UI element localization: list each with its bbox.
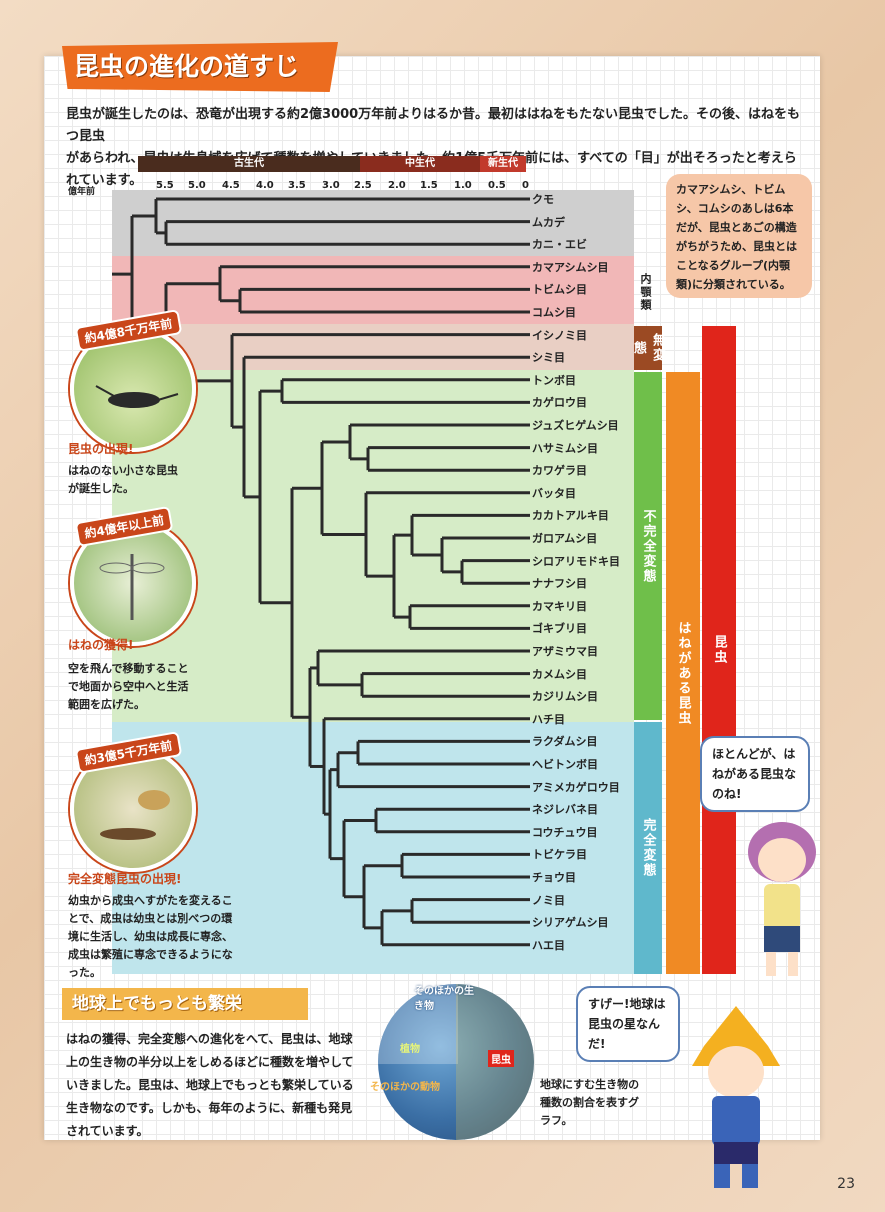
- group-konchu: 昆虫: [702, 326, 736, 974]
- taxon-label: カカトアルキ目: [532, 509, 609, 523]
- callout-image-emergence: [70, 326, 196, 452]
- scale-tick: 1.0: [454, 180, 472, 191]
- taxon-label: ジュズヒゲムシ目: [532, 419, 619, 432]
- scale-tick: 4.0: [256, 180, 274, 191]
- taxon-label: ハエ目: [532, 938, 565, 952]
- dragonfly-illustration: [99, 554, 165, 620]
- bottom-text: はねの獲得、完全変態への進化をへて、昆虫は、地球上の生き物の半分以上をしめるほど…: [66, 1032, 354, 1138]
- phylogenetic-tree: [112, 197, 530, 947]
- globe-label-other: そのほかの生き物: [414, 986, 474, 1012]
- taxon-label: ハサミムシ目: [532, 441, 598, 455]
- taxon-label: コムシ目: [532, 306, 576, 319]
- girl-speech-bubble: ほとんどが、はねがある昆虫なのね!: [700, 736, 810, 812]
- intro-line: 昆虫が誕生したのは、恐竜が出現する約2億3000万年前よりはるか昔。最初ははねを…: [66, 107, 800, 144]
- bottom-title: 地球上でもっとも繁栄: [62, 988, 308, 1020]
- taxon-label: シリアゲムシ目: [532, 916, 609, 930]
- era-mesozoic: 中生代: [360, 156, 480, 172]
- taxon-label: シロアリモドキ目: [532, 554, 620, 568]
- scale-tick: 3.0: [322, 180, 340, 191]
- taxon-label: ゴキブリ目: [532, 622, 587, 636]
- band-ametabola: [112, 324, 634, 370]
- taxon-label: トンボ目: [532, 373, 576, 387]
- page-number: 23: [837, 1176, 855, 1192]
- taxon-label: クモ: [532, 193, 554, 206]
- page-title: 昆虫の進化の道すじ: [62, 42, 338, 92]
- scale-tick: 3.5: [288, 180, 306, 191]
- callout-text-2: 空を飛んで移動することで地面から空中へと生活範囲を広げた。: [68, 662, 189, 711]
- scale-tick: 0: [522, 180, 529, 191]
- taxon-label: カニ・エビ: [532, 238, 587, 252]
- era-paleozoic: 古生代: [138, 156, 360, 172]
- band-hemimetabola: [112, 370, 634, 722]
- taxon-label: シミ目: [532, 351, 565, 365]
- group-hane: はねがある昆虫: [666, 372, 700, 974]
- taxon-label: ガロアムシ目: [532, 532, 598, 545]
- taxon-label: コウチュウ目: [532, 825, 598, 839]
- taxon-label: チョウ目: [532, 871, 576, 884]
- girl-character: [748, 822, 816, 976]
- group-naigakurui: 内顎類: [639, 272, 652, 312]
- scale-tick: 4.5: [222, 180, 240, 191]
- scale-tick: 2.5: [354, 180, 372, 191]
- species-globe: [378, 984, 534, 1140]
- group-kanzen: 完全変態: [634, 722, 662, 974]
- scale-tick: 5.0: [188, 180, 206, 191]
- taxon-label: アザミウマ目: [532, 645, 598, 658]
- globe-segment-other: [378, 984, 458, 1064]
- scale-tick: 1.5: [420, 180, 438, 191]
- taxon-label: ネジレバネ目: [532, 803, 598, 817]
- group-fukanzen: 不完全変態: [634, 372, 662, 720]
- taxon-label: アミメカゲロウ目: [532, 780, 620, 794]
- callout-head-1: 昆虫の出現!: [68, 442, 134, 456]
- callout-text-1: はねのない小さな昆虫が誕生した。: [68, 464, 178, 495]
- taxon-label: トビムシ目: [532, 283, 587, 297]
- springtail-illustration: [95, 385, 179, 408]
- callout-head-2: はねの獲得!: [68, 638, 134, 652]
- globe-label-plants: 植物: [400, 1044, 420, 1055]
- scale-tick: 0.5: [488, 180, 506, 191]
- taxon-label: イシノミ目: [532, 328, 587, 342]
- taxon-label: バッタ目: [532, 486, 576, 500]
- taxon-label: ムカデ: [532, 215, 565, 229]
- taxon-label: ナナフシ目: [532, 577, 587, 591]
- group-muhen: 無変態: [631, 326, 665, 370]
- taxon-label: ラクダムシ目: [532, 735, 598, 749]
- taxon-label: トビケラ目: [532, 848, 587, 862]
- globe-label-insects: 昆虫: [488, 1050, 514, 1067]
- callout-head-3: 完全変態昆虫の出現!: [68, 872, 182, 886]
- boy-character: [692, 1006, 780, 1188]
- scale-tick: 5.5: [156, 180, 174, 191]
- taxon-label: カワゲラ目: [532, 464, 587, 478]
- taxon-label: ヘビトンボ目: [532, 758, 598, 771]
- scale-unit: 億年前: [68, 187, 96, 197]
- callout-text-3: 幼虫から成虫へすがたを変えることで、成虫は幼虫とは別べつの環境に生活し、幼虫は成…: [68, 894, 233, 979]
- taxon-label: カマアシムシ目: [532, 260, 609, 274]
- taxon-label: ノミ目: [532, 893, 565, 907]
- taxon-label: カメムシ目: [532, 667, 587, 681]
- taxon-label: ハチ目: [532, 712, 565, 726]
- entognatha-note: カマアシムシ、トビムシ、コムシのあしは6本だが、昆虫とあごの構造がちがうため、昆…: [666, 174, 812, 298]
- scale-tick: 2.0: [388, 180, 406, 191]
- era-cenozoic: 新生代: [480, 156, 526, 172]
- boy-speech-bubble: すげー!地球は昆虫の星なんだ!: [576, 986, 680, 1062]
- globe-caption: 地球にすむ生き物の種数の割合を表すグラフ。: [540, 1078, 640, 1127]
- time-scale: 億年前 5.5 5.0 4.5 4.0 3.5 3.0 2.5 2.0 1.5 …: [68, 176, 638, 200]
- larva-illustration: [100, 790, 170, 840]
- taxon-label: カマキリ目: [532, 599, 587, 613]
- globe-label-animals: そのほかの動物: [370, 1082, 440, 1093]
- taxon-label: カジリムシ目: [532, 690, 598, 704]
- taxon-label: カゲロウ目: [532, 396, 587, 410]
